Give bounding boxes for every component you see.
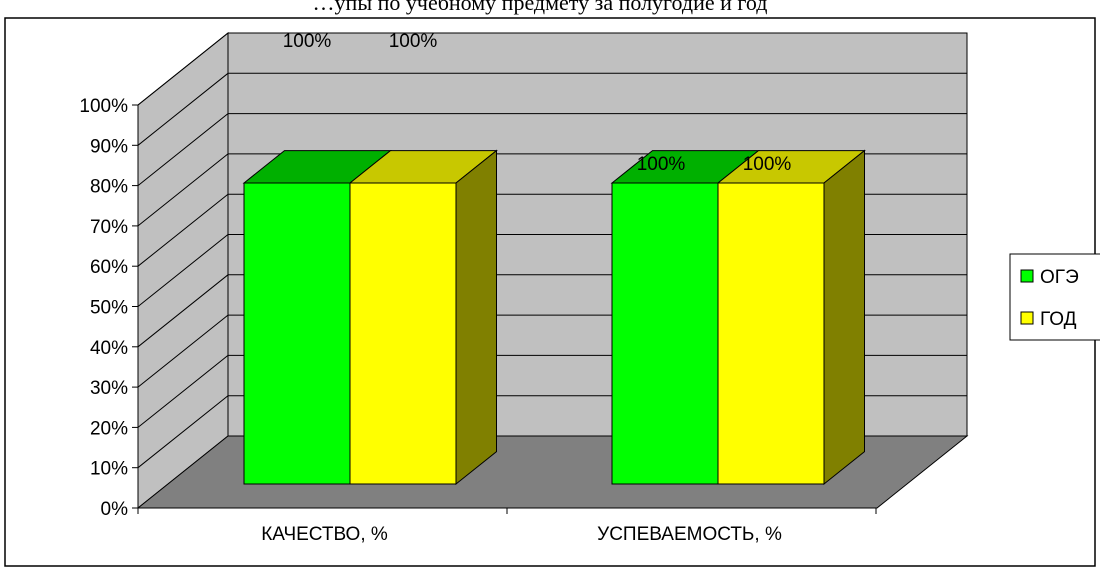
gridline bbox=[137, 32, 967, 106]
legend-label-god: ГОД bbox=[1040, 309, 1077, 330]
category-axis-tick-label: УСПЕВАЕМОСТЬ, % bbox=[597, 524, 782, 545]
bar-front-face bbox=[717, 182, 825, 485]
bar-front-face bbox=[349, 182, 457, 485]
value-axis-tick-label: 80% bbox=[90, 177, 128, 198]
value-axis-tick-label: 100% bbox=[79, 96, 128, 117]
bar-side-face bbox=[823, 149, 865, 486]
value-axis-tick-label: 10% bbox=[90, 459, 128, 480]
value-axis-tick-label: 50% bbox=[90, 298, 128, 319]
bar-front-face bbox=[243, 182, 351, 485]
value-axis-tick-label: 0% bbox=[101, 499, 129, 520]
bar-front-face bbox=[611, 182, 719, 485]
legend-label-oge: ОГЭ bbox=[1040, 267, 1079, 288]
value-axis: 0% 10% 20% 30% 40% 50% 60% 70% 80% 90% 100% bbox=[79, 96, 139, 520]
data-label-oge-1: 100% bbox=[637, 154, 686, 175]
value-axis-tick-label: 40% bbox=[90, 338, 128, 359]
data-label-god-1: 100% bbox=[743, 154, 792, 175]
gridline bbox=[137, 72, 967, 146]
category-axis-tick-label: КАЧЕСТВО, % bbox=[261, 524, 388, 545]
data-labels: 100% 100% 100% 100% bbox=[283, 31, 792, 175]
legend: ОГЭ ГОД bbox=[1009, 253, 1100, 341]
value-axis-tick-label: 20% bbox=[90, 418, 128, 439]
bar-oge-0 bbox=[242, 150, 392, 485]
gridline bbox=[137, 113, 967, 186]
legend-swatch-god bbox=[1020, 311, 1034, 325]
chart-title: …упы по учебному предмету за полугодие и… bbox=[313, 0, 768, 15]
bar-oge-1 bbox=[610, 150, 760, 485]
legend-swatch-oge bbox=[1020, 269, 1034, 283]
data-label-oge-0: 100% bbox=[283, 31, 332, 52]
bar-god-0 bbox=[348, 149, 498, 486]
bar-side-face bbox=[455, 149, 497, 486]
category-axis: КАЧЕСТВО, % УСПЕВАЕМОСТЬ, % bbox=[137, 507, 877, 545]
value-axis-tick-label: 90% bbox=[90, 136, 128, 157]
legend-box bbox=[1009, 253, 1100, 341]
value-axis-tick-label: 60% bbox=[90, 257, 128, 278]
bar-series bbox=[242, 149, 866, 486]
bar-god-1 bbox=[716, 149, 866, 486]
data-label-god-0: 100% bbox=[389, 31, 438, 52]
value-axis-tick-label: 30% bbox=[90, 378, 128, 399]
value-axis-tick-label: 70% bbox=[90, 217, 128, 238]
